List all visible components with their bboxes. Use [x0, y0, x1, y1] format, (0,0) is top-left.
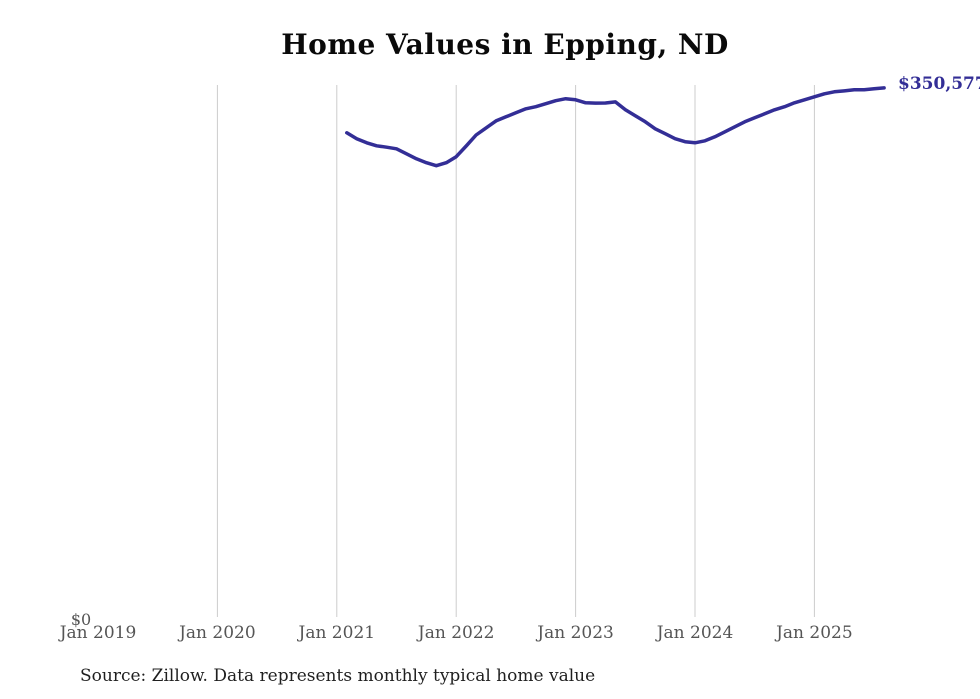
x-axis-tick-label: Jan 2025 — [776, 623, 853, 643]
x-axis-tick-label: Jan 2020 — [179, 623, 256, 643]
x-axis-tick-label: Jan 2024 — [656, 623, 734, 643]
chart-title: Home Values in Epping, ND — [281, 28, 729, 61]
end-value-annotation: $350,577 — [898, 74, 980, 94]
x-axis-tick-label: Jan 2023 — [537, 623, 614, 643]
gridline-group — [216, 85, 815, 617]
home-value-line — [345, 86, 886, 168]
x-axis-tick-label: Jan 2021 — [298, 623, 376, 643]
x-axis-tick-label: Jan 2019 — [59, 623, 137, 643]
y-axis-zero-label: $0 — [70, 610, 92, 629]
x-axis-tick-label: Jan 2022 — [417, 623, 495, 643]
source-note: Source: Zillow. Data represents monthly … — [80, 666, 596, 686]
